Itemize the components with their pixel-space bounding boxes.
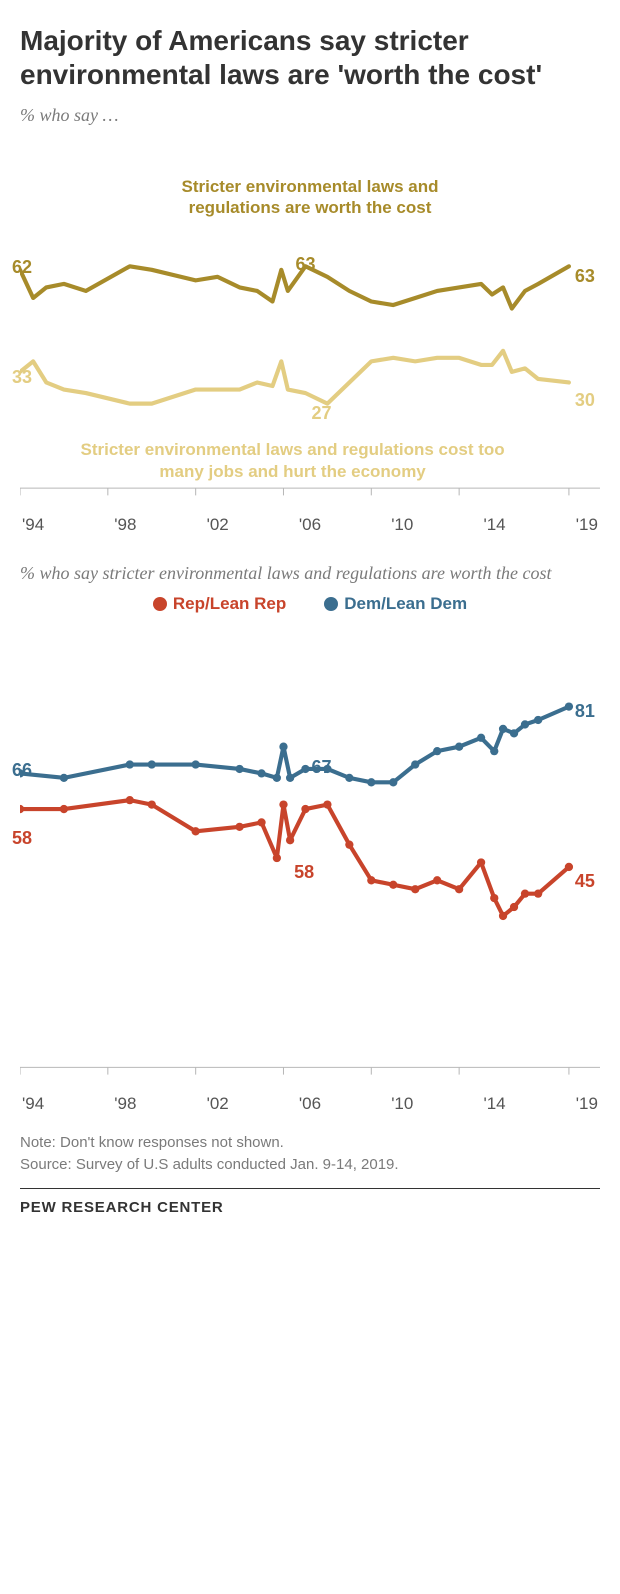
x-tick: '10 <box>391 1094 413 1114</box>
marker <box>433 747 441 755</box>
marker <box>323 765 331 773</box>
marker <box>345 841 353 849</box>
marker <box>490 747 498 755</box>
legend-item-dem: Dem/Lean Dem <box>324 594 467 614</box>
marker <box>411 760 419 768</box>
marker <box>235 823 243 831</box>
legend-label: Dem/Lean Dem <box>344 594 467 614</box>
chart-svg <box>20 622 600 1088</box>
marker <box>257 769 265 777</box>
x-tick: '06 <box>299 515 321 535</box>
marker <box>455 885 463 893</box>
x-tick: '94 <box>22 515 44 535</box>
x-tick: '94 <box>22 1094 44 1114</box>
marker <box>521 720 529 728</box>
marker <box>279 800 287 808</box>
marker <box>389 778 397 786</box>
marker <box>345 774 353 782</box>
marker <box>323 800 331 808</box>
marker <box>499 725 507 733</box>
marker <box>286 836 294 844</box>
chart-svg <box>20 136 600 509</box>
marker <box>565 863 573 871</box>
marker <box>490 894 498 902</box>
marker <box>367 778 375 786</box>
x-tick: '19 <box>576 1094 598 1114</box>
series-cost <box>20 351 569 404</box>
marker <box>534 890 542 898</box>
marker <box>126 796 134 804</box>
marker <box>148 800 156 808</box>
x-axis-ticks: '94 '98 '02 '06 '10 '14 '19 <box>20 515 600 535</box>
note-text: Note: Don't know responses not shown. So… <box>20 1132 600 1176</box>
chart-title: Majority of Americans say stricter envir… <box>20 24 600 91</box>
marker <box>126 760 134 768</box>
x-tick: '19 <box>576 515 598 535</box>
marker <box>192 827 200 835</box>
series-rep <box>20 800 569 916</box>
chart2: 666781585845'94'98'02'06'10'14'19 <box>20 622 600 1114</box>
marker <box>301 805 309 813</box>
series-worth <box>20 266 569 308</box>
x-tick: '10 <box>391 515 413 535</box>
marker <box>192 760 200 768</box>
marker <box>510 903 518 911</box>
series-dem <box>20 707 569 783</box>
legend-label: Rep/Lean Rep <box>173 594 286 614</box>
x-axis-ticks: '94 '98 '02 '06 '10 '14 '19 <box>20 1094 600 1114</box>
x-tick: '98 <box>114 1094 136 1114</box>
marker <box>433 876 441 884</box>
x-tick: '98 <box>114 515 136 535</box>
note-line-1: Note: Don't know responses not shown. <box>20 1132 600 1154</box>
marker <box>367 876 375 884</box>
marker <box>273 774 281 782</box>
x-tick: '14 <box>483 1094 505 1114</box>
marker <box>235 765 243 773</box>
marker <box>477 858 485 866</box>
marker <box>273 854 281 862</box>
marker <box>301 765 309 773</box>
marker <box>477 734 485 742</box>
marker <box>286 774 294 782</box>
chart2-legend: Rep/Lean Rep Dem/Lean Dem <box>20 594 600 614</box>
x-tick: '02 <box>207 515 229 535</box>
x-tick: '02 <box>207 1094 229 1114</box>
marker <box>389 881 397 889</box>
legend-dot <box>153 597 167 611</box>
marker <box>510 729 518 737</box>
marker <box>499 912 507 920</box>
x-tick: '06 <box>299 1094 321 1114</box>
marker <box>60 774 68 782</box>
marker <box>279 743 287 751</box>
marker <box>521 890 529 898</box>
marker <box>20 769 24 777</box>
chart1-subtitle: % who say … <box>20 105 600 126</box>
marker <box>60 805 68 813</box>
marker <box>534 716 542 724</box>
marker <box>20 805 24 813</box>
marker <box>257 818 265 826</box>
chart1: Stricter environmental laws and regulati… <box>20 136 600 535</box>
marker <box>455 743 463 751</box>
marker <box>148 760 156 768</box>
x-tick: '14 <box>483 515 505 535</box>
legend-dot <box>324 597 338 611</box>
note-line-2: Source: Survey of U.S adults conducted J… <box>20 1154 600 1176</box>
chart2-subtitle: % who say stricter environmental laws an… <box>20 563 600 584</box>
marker <box>565 703 573 711</box>
footer-brand: PEW RESEARCH CENTER <box>20 1188 600 1216</box>
marker <box>411 885 419 893</box>
legend-item-rep: Rep/Lean Rep <box>153 594 286 614</box>
